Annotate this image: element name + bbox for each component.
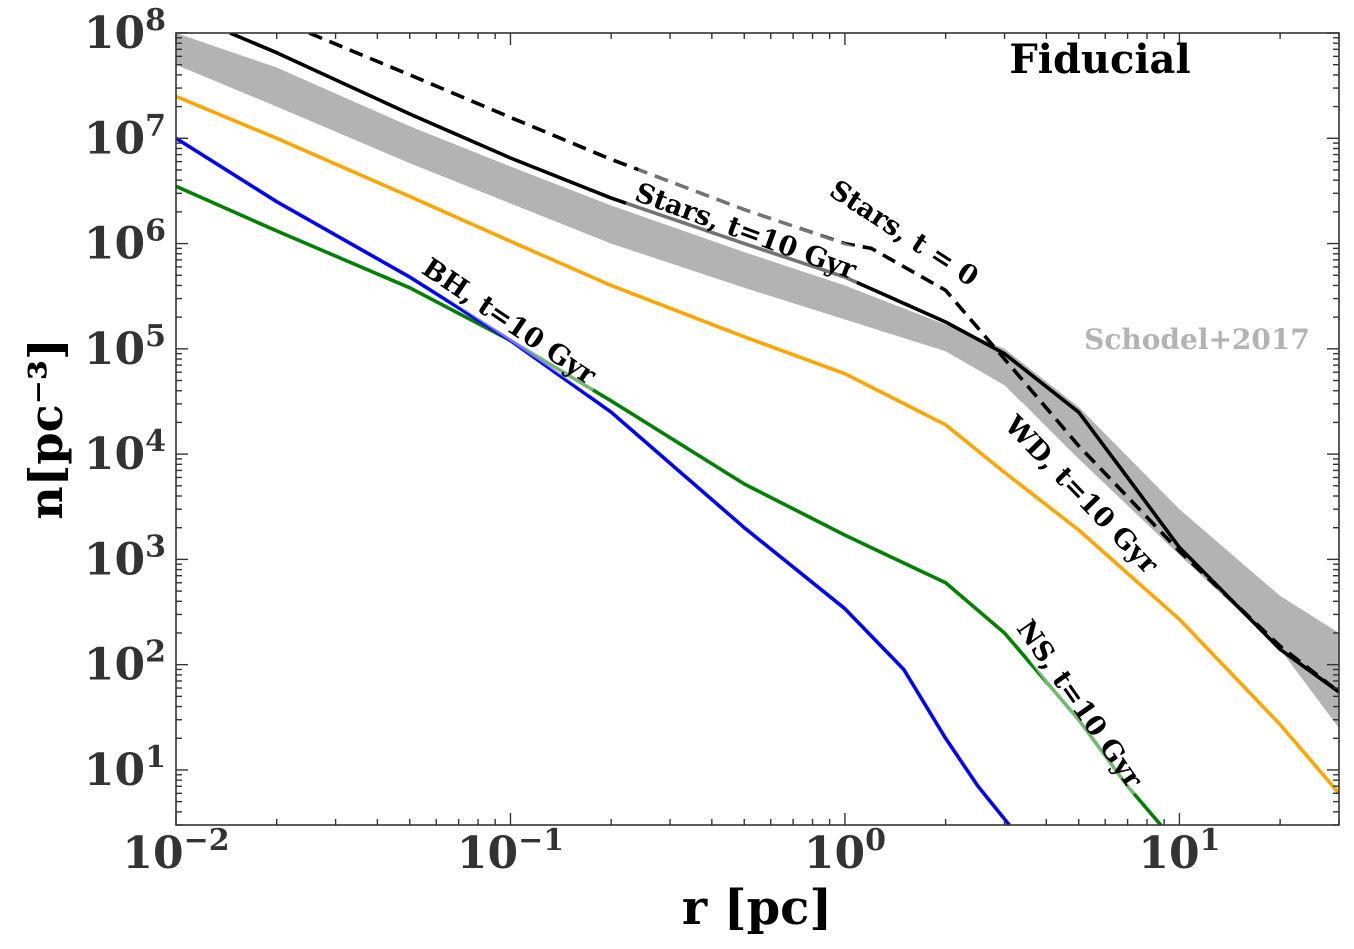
x-tick-label: 101: [1138, 823, 1220, 879]
annotation-bh-group: BH, t=10 Gyr: [410, 242, 611, 395]
ticks-layer: [175, 32, 1340, 826]
chart-title: Fiducial: [1009, 36, 1190, 83]
series-line-0: [308, 33, 1339, 694]
x-tick-label: 10−1: [457, 823, 564, 879]
series-layer: [176, 33, 1339, 825]
annotation-ns: NS, t=10 Gyr: [1010, 615, 1149, 795]
y-axis-title: n[pc⁻³]: [19, 338, 73, 520]
series-line-2: [176, 94, 1339, 795]
tick-labels: 10−2 10−1 100 101 101 102 103 104 105 106 107 108: [84, 3, 1221, 879]
annotation-ns-group: NS, t=10 Gyr: [1006, 605, 1158, 800]
y-tick-label: 101: [84, 740, 166, 796]
series-line-3: [176, 184, 1163, 825]
y-tick-label: 104: [84, 424, 166, 480]
plot-area: [176, 33, 1339, 825]
band-label: Schodel+2017: [1084, 323, 1310, 356]
y-tick-label: 108: [84, 3, 166, 59]
annotation-bh: BH, t=10 Gyr: [416, 252, 602, 391]
y-tick-label: 106: [84, 214, 166, 270]
schodel-band: [176, 33, 1339, 729]
series-line-1: [229, 33, 1339, 694]
y-tick-label: 105: [84, 319, 166, 375]
y-tick-label: 107: [84, 108, 166, 164]
y-tick-label: 102: [84, 635, 166, 691]
y-tick-label: 103: [84, 529, 166, 585]
plot-frame: [175, 32, 1340, 826]
x-axis-title: r [pc]: [682, 880, 832, 936]
series-line-4: [176, 136, 1011, 825]
x-tick-label: 10−2: [122, 823, 229, 879]
x-tick-label: 100: [804, 823, 886, 879]
